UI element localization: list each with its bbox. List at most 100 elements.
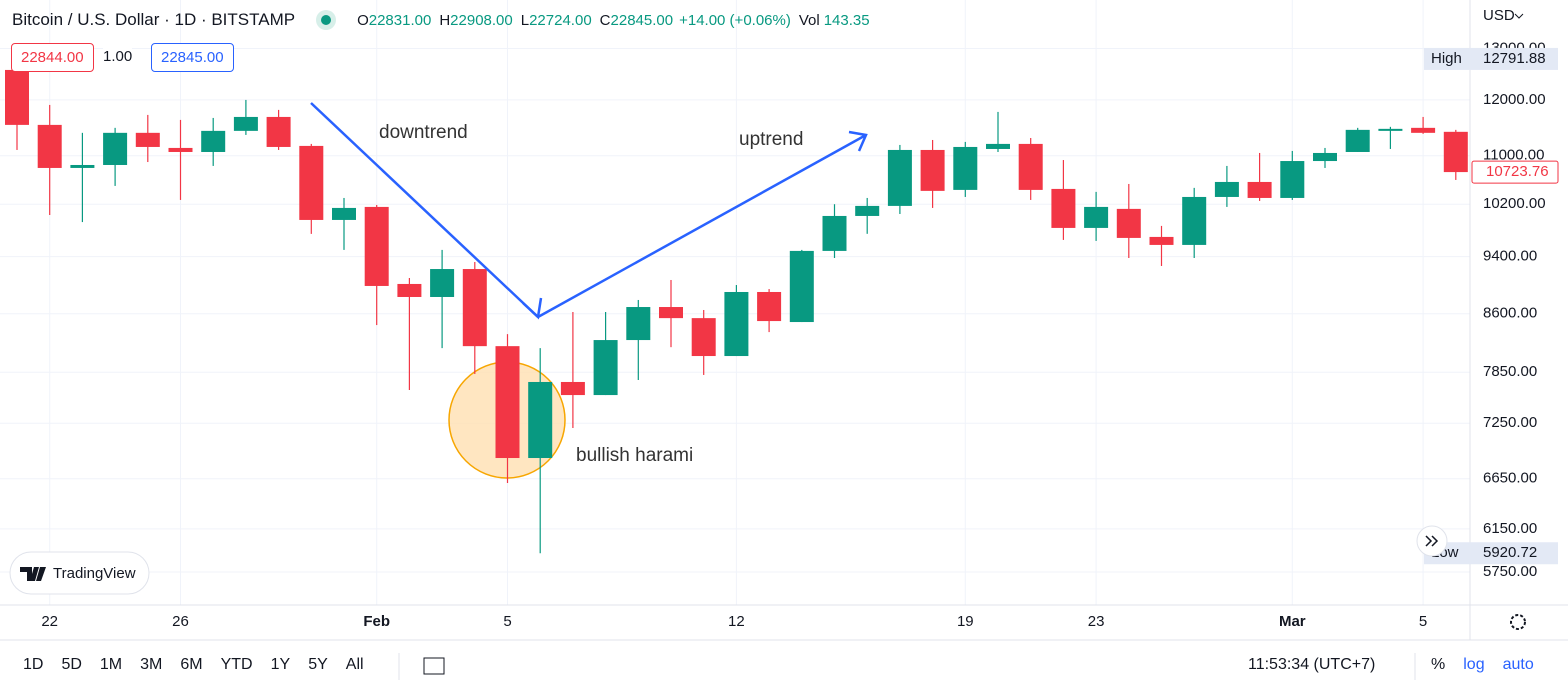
marker-value: 12791.88	[1483, 50, 1546, 67]
ohlc-label: C	[599, 11, 611, 29]
marker-box	[1424, 542, 1558, 565]
ohlc-label: L	[520, 11, 530, 29]
candle-body	[1182, 196, 1207, 245]
x-tick-label: 19	[957, 613, 974, 630]
ohlc-label: H	[439, 11, 451, 29]
range-button[interactable]: 1D	[23, 656, 44, 673]
candle-body	[757, 291, 782, 322]
logo-box[interactable]	[9, 551, 150, 595]
range-button[interactable]: 3M	[140, 656, 163, 673]
range-button[interactable]: 5D	[61, 656, 82, 673]
candle-body	[1084, 206, 1109, 228]
x-tick-label: 5	[503, 613, 511, 630]
candle-body	[299, 145, 324, 220]
currency[interactable]: USD	[1483, 7, 1515, 24]
y-tick-label: 12000.00	[1483, 91, 1546, 108]
candle-body	[462, 269, 487, 347]
compare-icon[interactable]	[423, 657, 445, 675]
legend: Bitcoin / U.S. Dollar · 1D · BITSTAMP O2…	[12, 10, 870, 30]
candle-body	[1247, 181, 1272, 198]
y-tick-label: 7250.00	[1483, 414, 1537, 431]
volume: 143.35	[823, 11, 870, 29]
volume-label: Vol	[798, 11, 820, 29]
price-axis: 5750.00 6150.00 6650.00 7250.00 7850.00 8600.…	[41, 40, 1545, 630]
candle-body	[1214, 181, 1239, 197]
x-tick-label: 22	[41, 613, 58, 630]
candle-body	[201, 130, 226, 152]
candle-body	[855, 205, 880, 216]
candle-body	[659, 307, 683, 319]
candles	[5, 59, 1468, 554]
candle-body	[5, 69, 29, 125]
range-bar: 1D 5D 1M 3M 6M YTD 1Y 5Y All	[14, 656, 373, 674]
candle-body	[724, 291, 749, 357]
candle-body	[560, 381, 585, 396]
range-button[interactable]: All	[345, 656, 364, 673]
marker-value: 5920.72	[1483, 544, 1537, 561]
buy-button[interactable]: 22845.00	[151, 43, 234, 72]
symbol[interactable]: Bitcoin / U.S. Dollar · 1D · BITSTAMP	[12, 10, 296, 29]
candle-body	[953, 146, 978, 190]
downtrend-line	[310, 102, 539, 318]
range-button[interactable]: 1M	[99, 656, 123, 673]
scale-option[interactable]: auto	[1502, 656, 1534, 673]
y-tick-label: 9400.00	[1483, 248, 1537, 265]
y-tick-label: 11000.00	[1483, 147, 1544, 164]
scale-option[interactable]: %	[1431, 656, 1446, 673]
candle-body	[1313, 152, 1337, 162]
y-tick-label: 8600.00	[1483, 305, 1537, 322]
currency-caret[interactable]	[1514, 13, 1524, 19]
candle-body	[1378, 128, 1403, 131]
candle-body	[986, 143, 1010, 149]
candle-body	[887, 149, 912, 206]
candle-body	[1411, 127, 1436, 133]
y-tick-label: 6150.00	[1483, 520, 1537, 537]
scale-option[interactable]: log	[1463, 656, 1485, 673]
status-dot	[321, 15, 332, 25]
candle-body	[920, 149, 945, 191]
last-price-box	[1471, 160, 1559, 184]
y-tick-label: 6650.00	[1483, 470, 1537, 487]
last-price: 10723.76	[1486, 163, 1549, 180]
x-tick-label: 23	[1088, 613, 1105, 630]
candle-body	[593, 340, 618, 396]
settings-icon[interactable]	[1510, 614, 1526, 630]
quantity[interactable]: 1.00	[103, 43, 133, 70]
change: +14.00 (+0.06%)	[679, 11, 791, 29]
candle-body	[103, 132, 128, 165]
x-tick-label: Mar	[1279, 613, 1306, 630]
range-button[interactable]: 1Y	[270, 656, 291, 673]
ohlc-value: 22908.00	[450, 11, 513, 29]
candle-body	[266, 116, 291, 147]
candle-body	[1116, 208, 1141, 238]
x-tick-label: Feb	[363, 613, 390, 630]
range-button[interactable]: YTD	[220, 656, 253, 673]
range-button[interactable]: 6M	[180, 656, 203, 673]
trend-arrows	[310, 102, 868, 320]
ohlc: O22831.00 H22908.00 L22724.00 C22845.00	[357, 12, 673, 29]
range-button[interactable]: 5Y	[308, 656, 328, 673]
candle-body	[332, 207, 356, 220]
candle-body	[495, 346, 520, 459]
arrow-head	[848, 130, 868, 152]
candle-body	[135, 132, 160, 147]
scroll-icon[interactable]	[1425, 535, 1439, 547]
candle-body	[1018, 143, 1043, 190]
annotation: uptrend	[739, 129, 803, 150]
marker-box	[1424, 47, 1558, 70]
candle-body	[1345, 129, 1370, 152]
y-tick-label: 10200.00	[1483, 195, 1546, 212]
candle-body	[37, 124, 62, 168]
ohlc-value: 22724.00	[529, 11, 592, 29]
candle-body	[70, 164, 95, 168]
sell-button[interactable]: 22844.00	[11, 43, 94, 72]
candle-body	[397, 283, 422, 297]
candle-body	[364, 206, 389, 286]
x-tick-label: 5	[1419, 613, 1427, 630]
candle-body	[430, 269, 455, 297]
annotation: downtrend	[379, 122, 468, 143]
candle-body	[233, 116, 258, 131]
